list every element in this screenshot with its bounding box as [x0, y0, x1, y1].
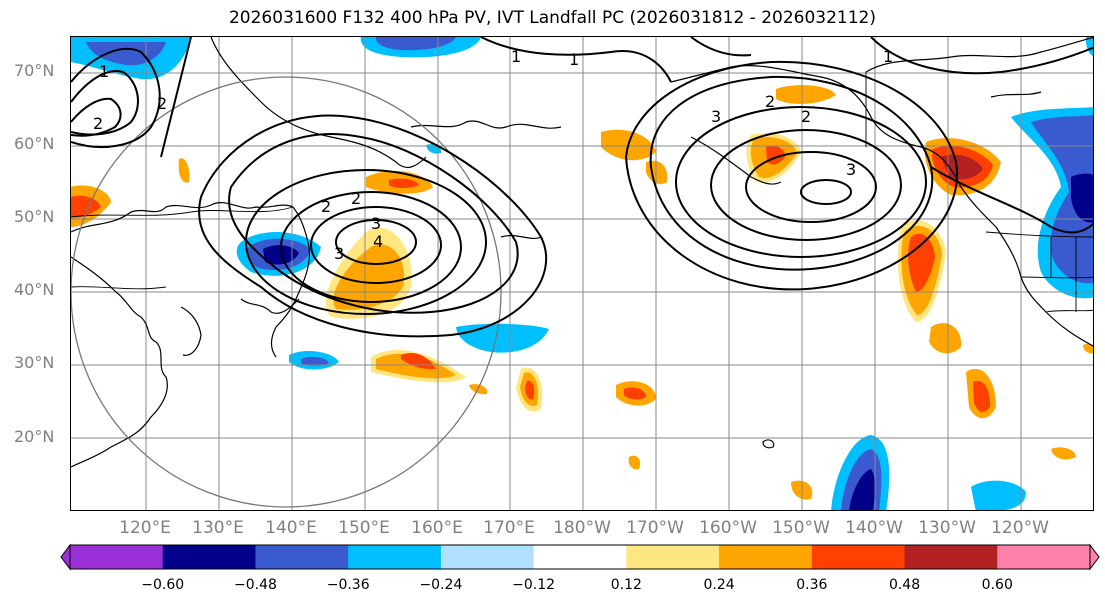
colorbar-cell	[904, 545, 998, 569]
lon-label-170e: 170°E	[483, 518, 535, 538]
colorbar-cell	[440, 545, 535, 569]
contour-label: 2	[93, 114, 103, 133]
lon-label-160e: 160°E	[411, 518, 463, 538]
ivt-positive-region	[646, 160, 668, 184]
lon-label-130w: 130°W	[918, 518, 976, 538]
ivt-positive-region	[333, 244, 405, 310]
figure-title: 2026031600 F132 400 hPa PV, IVT Landfall…	[228, 8, 876, 28]
landfall-radius-circle	[71, 76, 502, 508]
lon-label-180w: 180°W	[553, 518, 611, 538]
lon-label-130e: 130°E	[192, 518, 244, 538]
lat-label-30: 30°N	[14, 353, 55, 372]
ivt-positive-region	[1083, 343, 1093, 354]
ivt-positive-region	[941, 154, 983, 180]
colorbar-tick-label: −0.48	[234, 577, 277, 593]
contour-label: 2	[351, 189, 361, 208]
lat-label-70: 70°N	[14, 61, 55, 80]
colorbar-cell	[997, 545, 1091, 569]
colorbar-cell	[811, 545, 906, 569]
colorbar-cell	[70, 545, 164, 569]
lat-label-60: 60°N	[14, 134, 55, 153]
map-panel: 1 1 1 2 2 2 2 3 3 4 1 2 2 3 3	[70, 36, 1094, 511]
colorbar-tick-label: 0.48	[888, 577, 921, 593]
lon-label-160w: 160°W	[699, 518, 757, 538]
lon-label-170w: 170°W	[626, 518, 684, 538]
ivt-negative-region	[971, 480, 1026, 510]
lat-label-20: 20°N	[14, 427, 55, 446]
country-borders	[71, 72, 1093, 313]
contour-label: 2	[157, 94, 167, 113]
lon-label-150e: 150°E	[338, 518, 390, 538]
lon-label-120w: 120°W	[991, 518, 1049, 538]
ivt-positive-region	[1051, 447, 1076, 460]
contour-label: 1	[883, 47, 893, 66]
colorbar-cell	[533, 545, 627, 569]
colorbar-tick-label: −0.12	[512, 577, 556, 593]
colorbar-extend-low	[61, 545, 70, 569]
colorbar-cell	[162, 545, 256, 569]
contour-label: 2	[765, 92, 775, 111]
colorbar-tick-label: 0.36	[796, 577, 828, 593]
lon-label-150w: 150°W	[772, 518, 830, 538]
ivt-positive-region	[628, 455, 641, 470]
ivt-positive-region	[908, 233, 935, 292]
contour-label: 3	[334, 244, 344, 263]
ivt-positive-region	[776, 85, 836, 104]
ivt-positive-region	[71, 195, 101, 218]
lon-label-140w: 140°W	[845, 518, 903, 538]
colorbar-tick-label: −0.36	[326, 577, 370, 593]
colorbar-cell	[719, 545, 813, 569]
coastlines	[71, 37, 1093, 468]
ivt-negative-region	[301, 356, 329, 366]
ivt-negative-region	[456, 323, 549, 353]
contour-label: 4	[373, 232, 383, 251]
colorbar-tick-label: −0.24	[419, 577, 463, 593]
colorbar-tick-label: 0.12	[610, 577, 642, 593]
ivt-negative-region	[375, 37, 456, 51]
ivt-positive-region	[624, 387, 646, 400]
colorbar-extend-high	[1090, 545, 1099, 569]
ivt-negative-region	[1071, 173, 1093, 223]
lat-label-40: 40°N	[14, 280, 55, 299]
colorbar-cell	[348, 545, 442, 569]
lat-label-50: 50°N	[14, 207, 55, 226]
ivt-negative-region	[1031, 115, 1093, 284]
contour-label: 2	[321, 197, 331, 216]
ivt-positive-region	[178, 158, 190, 183]
contour-label: 1	[511, 47, 521, 66]
colorbar-cell	[626, 545, 720, 569]
colorbar-cell	[255, 545, 349, 569]
lon-label-120e: 120°E	[119, 518, 171, 538]
ivt-positive-region	[973, 380, 991, 412]
contour-label: 3	[846, 160, 856, 179]
pv-contours	[71, 37, 1093, 338]
contour-label: 1	[569, 50, 579, 69]
contour-label: 2	[801, 107, 811, 126]
lon-label-140e: 140°E	[265, 518, 317, 538]
ivt-positive-region	[525, 380, 535, 400]
colorbar-tick-label: 0.24	[703, 577, 735, 593]
contour-labels: 1 1 1 2 2 2 2 3 3 4 1 2 2 3 3	[93, 47, 893, 263]
contour-label: 3	[711, 107, 721, 126]
contour-label: 1	[99, 62, 109, 81]
contour-label: 3	[371, 214, 381, 233]
colorbar-tick-label: 0.60	[981, 577, 1013, 593]
map-canvas: 1 1 1 2 2 2 2 3 3 4 1 2 2 3 3	[71, 37, 1093, 510]
colorbar-tick-label: −0.60	[141, 577, 185, 593]
colorbar	[60, 544, 1100, 570]
ivt-negative-region	[1085, 37, 1093, 57]
ivt-positive-region	[929, 323, 962, 354]
ivt-positive-region	[389, 178, 419, 188]
ivt-negative-region	[849, 469, 875, 510]
